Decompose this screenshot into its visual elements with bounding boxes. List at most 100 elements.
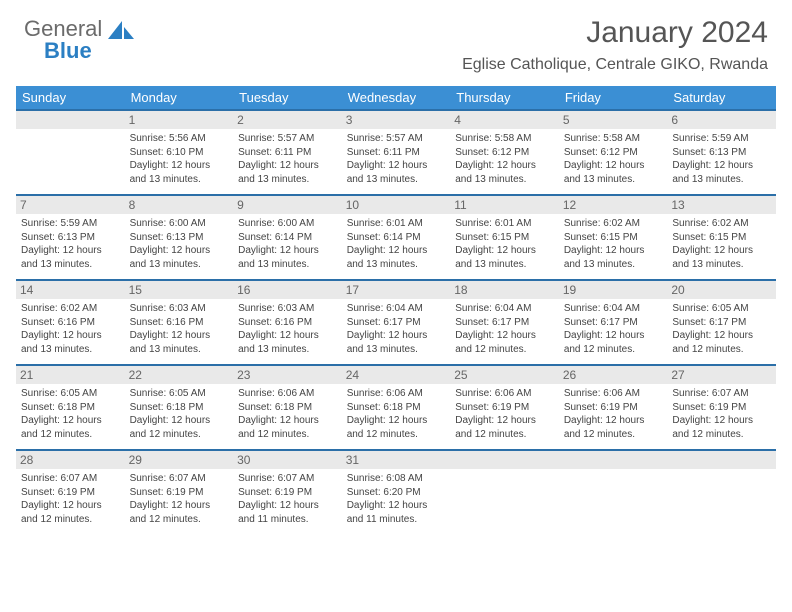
logo-text-blue: Blue xyxy=(44,38,92,64)
title-block: January 2024 Eglise Catholique, Centrale… xyxy=(462,16,768,74)
day-number: 13 xyxy=(667,196,776,214)
day-number: 4 xyxy=(450,111,559,129)
day-details: Sunrise: 5:59 AMSunset: 6:13 PMDaylight:… xyxy=(672,132,771,186)
calendar-cell: 4Sunrise: 5:58 AMSunset: 6:12 PMDaylight… xyxy=(450,110,559,195)
day-details: Sunrise: 5:59 AMSunset: 6:13 PMDaylight:… xyxy=(21,217,120,271)
calendar-week: 21 Sunrise: 6:05 AMSunset: 6:18 PMDayligh… xyxy=(16,365,776,450)
day-details: Sunrise: 6:04 AMSunset: 6:17 PMDaylight:… xyxy=(564,302,663,356)
day-number: 21 xyxy=(16,366,125,384)
calendar-cell: 29Sunrise: 6:07 AMSunset: 6:19 PMDayligh… xyxy=(125,450,234,535)
calendar-cell: 19 Sunrise: 6:04 AMSunset: 6:17 PMDayligh… xyxy=(559,280,668,365)
day-details: Sunrise: 6:02 AMSunset: 6:16 PMDaylight:… xyxy=(21,302,120,356)
day-details: Sunrise: 6:03 AMSunset: 6:16 PMDaylight:… xyxy=(238,302,337,356)
calendar-cell: 7 Sunrise: 5:59 AMSunset: 6:13 PMDaylight… xyxy=(16,195,125,280)
day-details: Sunrise: 6:05 AMSunset: 6:18 PMDaylight:… xyxy=(130,387,229,441)
day-details: Sunrise: 6:04 AMSunset: 6:17 PMDaylight:… xyxy=(347,302,446,356)
day-number xyxy=(559,451,668,469)
logo: General Blue xyxy=(24,16,134,42)
day-number: 15 xyxy=(125,281,234,299)
calendar-cell xyxy=(667,450,776,535)
day-number xyxy=(16,111,125,129)
day-number: 22 xyxy=(125,366,234,384)
calendar-cell: 2 Sunrise: 5:57 AMSunset: 6:11 PMDaylight… xyxy=(233,110,342,195)
day-header: Monday xyxy=(125,86,234,110)
day-details: Sunrise: 6:06 AMSunset: 6:18 PMDaylight:… xyxy=(347,387,446,441)
calendar-cell: 30 Sunrise: 6:07 AMSunset: 6:19 PMDayligh… xyxy=(233,450,342,535)
location: Eglise Catholique, Centrale GIKO, Rwanda xyxy=(462,56,768,74)
calendar-cell: 11Sunrise: 6:01 AMSunset: 6:15 PMDayligh… xyxy=(450,195,559,280)
calendar-cell: 3 Sunrise: 5:57 AMSunset: 6:11 PMDaylight… xyxy=(342,110,451,195)
day-number: 1 xyxy=(125,111,234,129)
day-details: Sunrise: 6:07 AMSunset: 6:19 PMDaylight:… xyxy=(238,472,337,526)
day-number: 7 xyxy=(16,196,125,214)
day-details: Sunrise: 6:07 AMSunset: 6:19 PMDaylight:… xyxy=(672,387,771,441)
calendar-head: SundayMondayTuesdayWednesdayThursdayFrid… xyxy=(16,86,776,110)
day-details: Sunrise: 6:04 AMSunset: 6:17 PMDaylight:… xyxy=(455,302,554,356)
day-header: Tuesday xyxy=(233,86,342,110)
day-number: 28 xyxy=(16,451,125,469)
calendar-cell: 17 Sunrise: 6:04 AMSunset: 6:17 PMDayligh… xyxy=(342,280,451,365)
sail-icon xyxy=(108,19,134,39)
day-number: 8 xyxy=(125,196,234,214)
day-number: 12 xyxy=(559,196,668,214)
calendar-cell xyxy=(16,110,125,195)
day-details: Sunrise: 6:05 AMSunset: 6:17 PMDaylight:… xyxy=(672,302,771,356)
day-header: Sunday xyxy=(16,86,125,110)
day-number: 9 xyxy=(233,196,342,214)
calendar-cell: 22 Sunrise: 6:05 AMSunset: 6:18 PMDayligh… xyxy=(125,365,234,450)
day-details: Sunrise: 6:06 AMSunset: 6:18 PMDaylight:… xyxy=(238,387,337,441)
day-number: 27 xyxy=(667,366,776,384)
calendar-cell: 5 Sunrise: 5:58 AMSunset: 6:12 PMDaylight… xyxy=(559,110,668,195)
day-number: 30 xyxy=(233,451,342,469)
calendar-cell: 13 Sunrise: 6:02 AMSunset: 6:15 PMDayligh… xyxy=(667,195,776,280)
day-details: Sunrise: 5:57 AMSunset: 6:11 PMDaylight:… xyxy=(347,132,446,186)
day-details: Sunrise: 5:58 AMSunset: 6:12 PMDaylight:… xyxy=(564,132,663,186)
day-number xyxy=(667,451,776,469)
calendar-cell: 27 Sunrise: 6:07 AMSunset: 6:19 PMDayligh… xyxy=(667,365,776,450)
day-number: 17 xyxy=(342,281,451,299)
day-details: Sunrise: 6:02 AMSunset: 6:15 PMDaylight:… xyxy=(564,217,663,271)
day-details: Sunrise: 6:01 AMSunset: 6:14 PMDaylight:… xyxy=(347,217,446,271)
day-number: 24 xyxy=(342,366,451,384)
day-details: Sunrise: 6:08 AMSunset: 6:20 PMDaylight:… xyxy=(347,472,446,526)
day-details: Sunrise: 5:57 AMSunset: 6:11 PMDaylight:… xyxy=(238,132,337,186)
day-number: 10 xyxy=(342,196,451,214)
calendar-cell: 1Sunrise: 5:56 AMSunset: 6:10 PMDaylight… xyxy=(125,110,234,195)
calendar-cell: 31Sunrise: 6:08 AMSunset: 6:20 PMDayligh… xyxy=(342,450,451,535)
day-number: 20 xyxy=(667,281,776,299)
calendar-cell: 26 Sunrise: 6:06 AMSunset: 6:19 PMDayligh… xyxy=(559,365,668,450)
day-number xyxy=(450,451,559,469)
calendar-cell: 28 Sunrise: 6:07 AMSunset: 6:19 PMDayligh… xyxy=(16,450,125,535)
calendar-cell: 9Sunrise: 6:00 AMSunset: 6:14 PMDaylight… xyxy=(233,195,342,280)
day-details: Sunrise: 6:03 AMSunset: 6:16 PMDaylight:… xyxy=(130,302,229,356)
day-details: Sunrise: 6:06 AMSunset: 6:19 PMDaylight:… xyxy=(564,387,663,441)
day-number: 19 xyxy=(559,281,668,299)
calendar-cell: 10 Sunrise: 6:01 AMSunset: 6:14 PMDayligh… xyxy=(342,195,451,280)
calendar-cell xyxy=(559,450,668,535)
day-details: Sunrise: 6:07 AMSunset: 6:19 PMDaylight:… xyxy=(21,472,120,526)
day-number: 3 xyxy=(342,111,451,129)
day-number: 2 xyxy=(233,111,342,129)
calendar-week: 7 Sunrise: 5:59 AMSunset: 6:13 PMDaylight… xyxy=(16,195,776,280)
calendar-cell: 6 Sunrise: 5:59 AMSunset: 6:13 PMDaylight… xyxy=(667,110,776,195)
calendar-table: SundayMondayTuesdayWednesdayThursdayFrid… xyxy=(16,86,776,535)
day-details: Sunrise: 6:06 AMSunset: 6:19 PMDaylight:… xyxy=(455,387,554,441)
day-number: 29 xyxy=(125,451,234,469)
calendar-cell: 15 Sunrise: 6:03 AMSunset: 6:16 PMDayligh… xyxy=(125,280,234,365)
calendar-week: 14Sunrise: 6:02 AMSunset: 6:16 PMDayligh… xyxy=(16,280,776,365)
calendar-cell xyxy=(450,450,559,535)
day-details: Sunrise: 6:02 AMSunset: 6:15 PMDaylight:… xyxy=(672,217,771,271)
day-number: 6 xyxy=(667,111,776,129)
day-header: Saturday xyxy=(667,86,776,110)
calendar-cell: 14Sunrise: 6:02 AMSunset: 6:16 PMDayligh… xyxy=(16,280,125,365)
day-number: 16 xyxy=(233,281,342,299)
calendar-cell: 12 Sunrise: 6:02 AMSunset: 6:15 PMDayligh… xyxy=(559,195,668,280)
day-number: 5 xyxy=(559,111,668,129)
day-number: 26 xyxy=(559,366,668,384)
calendar-cell: 21Sunrise: 6:05 AMSunset: 6:18 PMDayligh… xyxy=(16,365,125,450)
day-details: Sunrise: 6:00 AMSunset: 6:13 PMDaylight:… xyxy=(130,217,229,271)
calendar-cell: 23Sunrise: 6:06 AMSunset: 6:18 PMDayligh… xyxy=(233,365,342,450)
calendar-cell: 18Sunrise: 6:04 AMSunset: 6:17 PMDayligh… xyxy=(450,280,559,365)
header: General Blue January 2024 Eglise Catholi… xyxy=(0,0,792,78)
calendar-cell: 16 Sunrise: 6:03 AMSunset: 6:16 PMDayligh… xyxy=(233,280,342,365)
